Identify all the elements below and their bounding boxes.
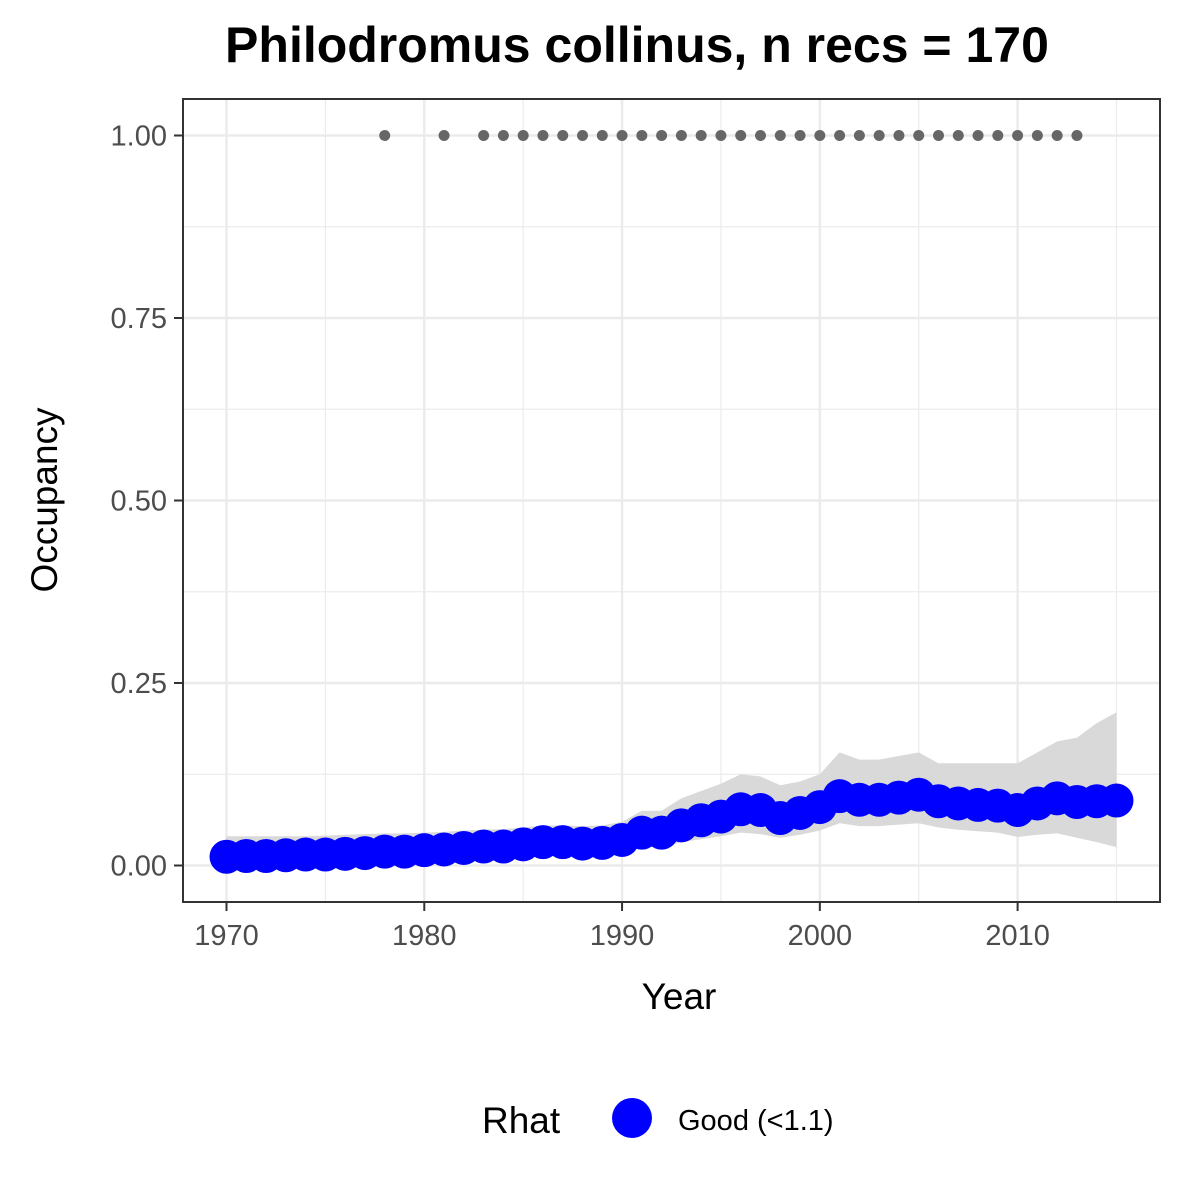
record-point [438, 130, 450, 141]
record-point [913, 130, 925, 141]
y-tick-label: 1.00 [111, 121, 167, 153]
record-point [596, 130, 608, 141]
estimate-points-layer [209, 777, 1134, 874]
record-point [537, 130, 549, 141]
record-point [557, 130, 569, 141]
record-point [992, 130, 1004, 141]
record-point [893, 130, 905, 141]
confidence-ribbon-layer [226, 712, 1117, 862]
x-axis: 1970 1980 1990 2000 2010 [194, 902, 1050, 952]
x-tick-label: 2010 [985, 920, 1050, 952]
record-point [675, 130, 687, 141]
x-tick-label: 1990 [590, 920, 655, 952]
y-tick-label: 0.75 [111, 303, 167, 335]
record-point [754, 130, 766, 141]
chart-title: Philodromus collinus, n recs = 170 [225, 17, 1049, 73]
legend-key-good [612, 1098, 652, 1138]
record-point [952, 130, 964, 141]
record-point [834, 130, 846, 141]
record-point [478, 130, 490, 141]
record-point [932, 130, 944, 141]
record-point [517, 130, 529, 141]
y-tick-label: 0.00 [111, 851, 167, 883]
legend: Rhat Good (<1.1) [482, 1098, 834, 1141]
record-point [577, 130, 589, 141]
y-axis-label: Occupancy [24, 407, 65, 593]
record-point [814, 130, 826, 141]
y-axis: 0.00 0.25 0.50 0.75 1.00 [111, 121, 183, 883]
record-point [715, 130, 727, 141]
record-point [616, 130, 628, 141]
record-point [1012, 130, 1024, 141]
x-tick-label: 2000 [788, 920, 853, 952]
record-point [853, 130, 865, 141]
record-point [972, 130, 984, 141]
record-point [794, 130, 806, 141]
record-point [636, 130, 648, 141]
x-tick-label: 1970 [194, 920, 259, 952]
legend-title: Rhat [482, 1100, 561, 1141]
confidence-ribbon [226, 712, 1117, 862]
record-point [656, 130, 668, 141]
record-point [1031, 130, 1043, 141]
record-point [1071, 130, 1083, 141]
record-point [1051, 130, 1063, 141]
record-point [695, 130, 707, 141]
record-point [497, 130, 509, 141]
estimate-point [1099, 783, 1134, 818]
y-tick-label: 0.25 [111, 668, 167, 700]
record-point [774, 130, 786, 141]
record-point [873, 130, 885, 141]
record-points-layer [379, 130, 1083, 141]
x-tick-label: 1980 [392, 920, 457, 952]
record-point [735, 130, 747, 141]
plot-panel [182, 98, 1161, 903]
y-tick-label: 0.50 [111, 486, 167, 518]
record-point [379, 130, 391, 141]
legend-label-good: Good (<1.1) [678, 1105, 834, 1137]
x-axis-label: Year [642, 976, 717, 1017]
